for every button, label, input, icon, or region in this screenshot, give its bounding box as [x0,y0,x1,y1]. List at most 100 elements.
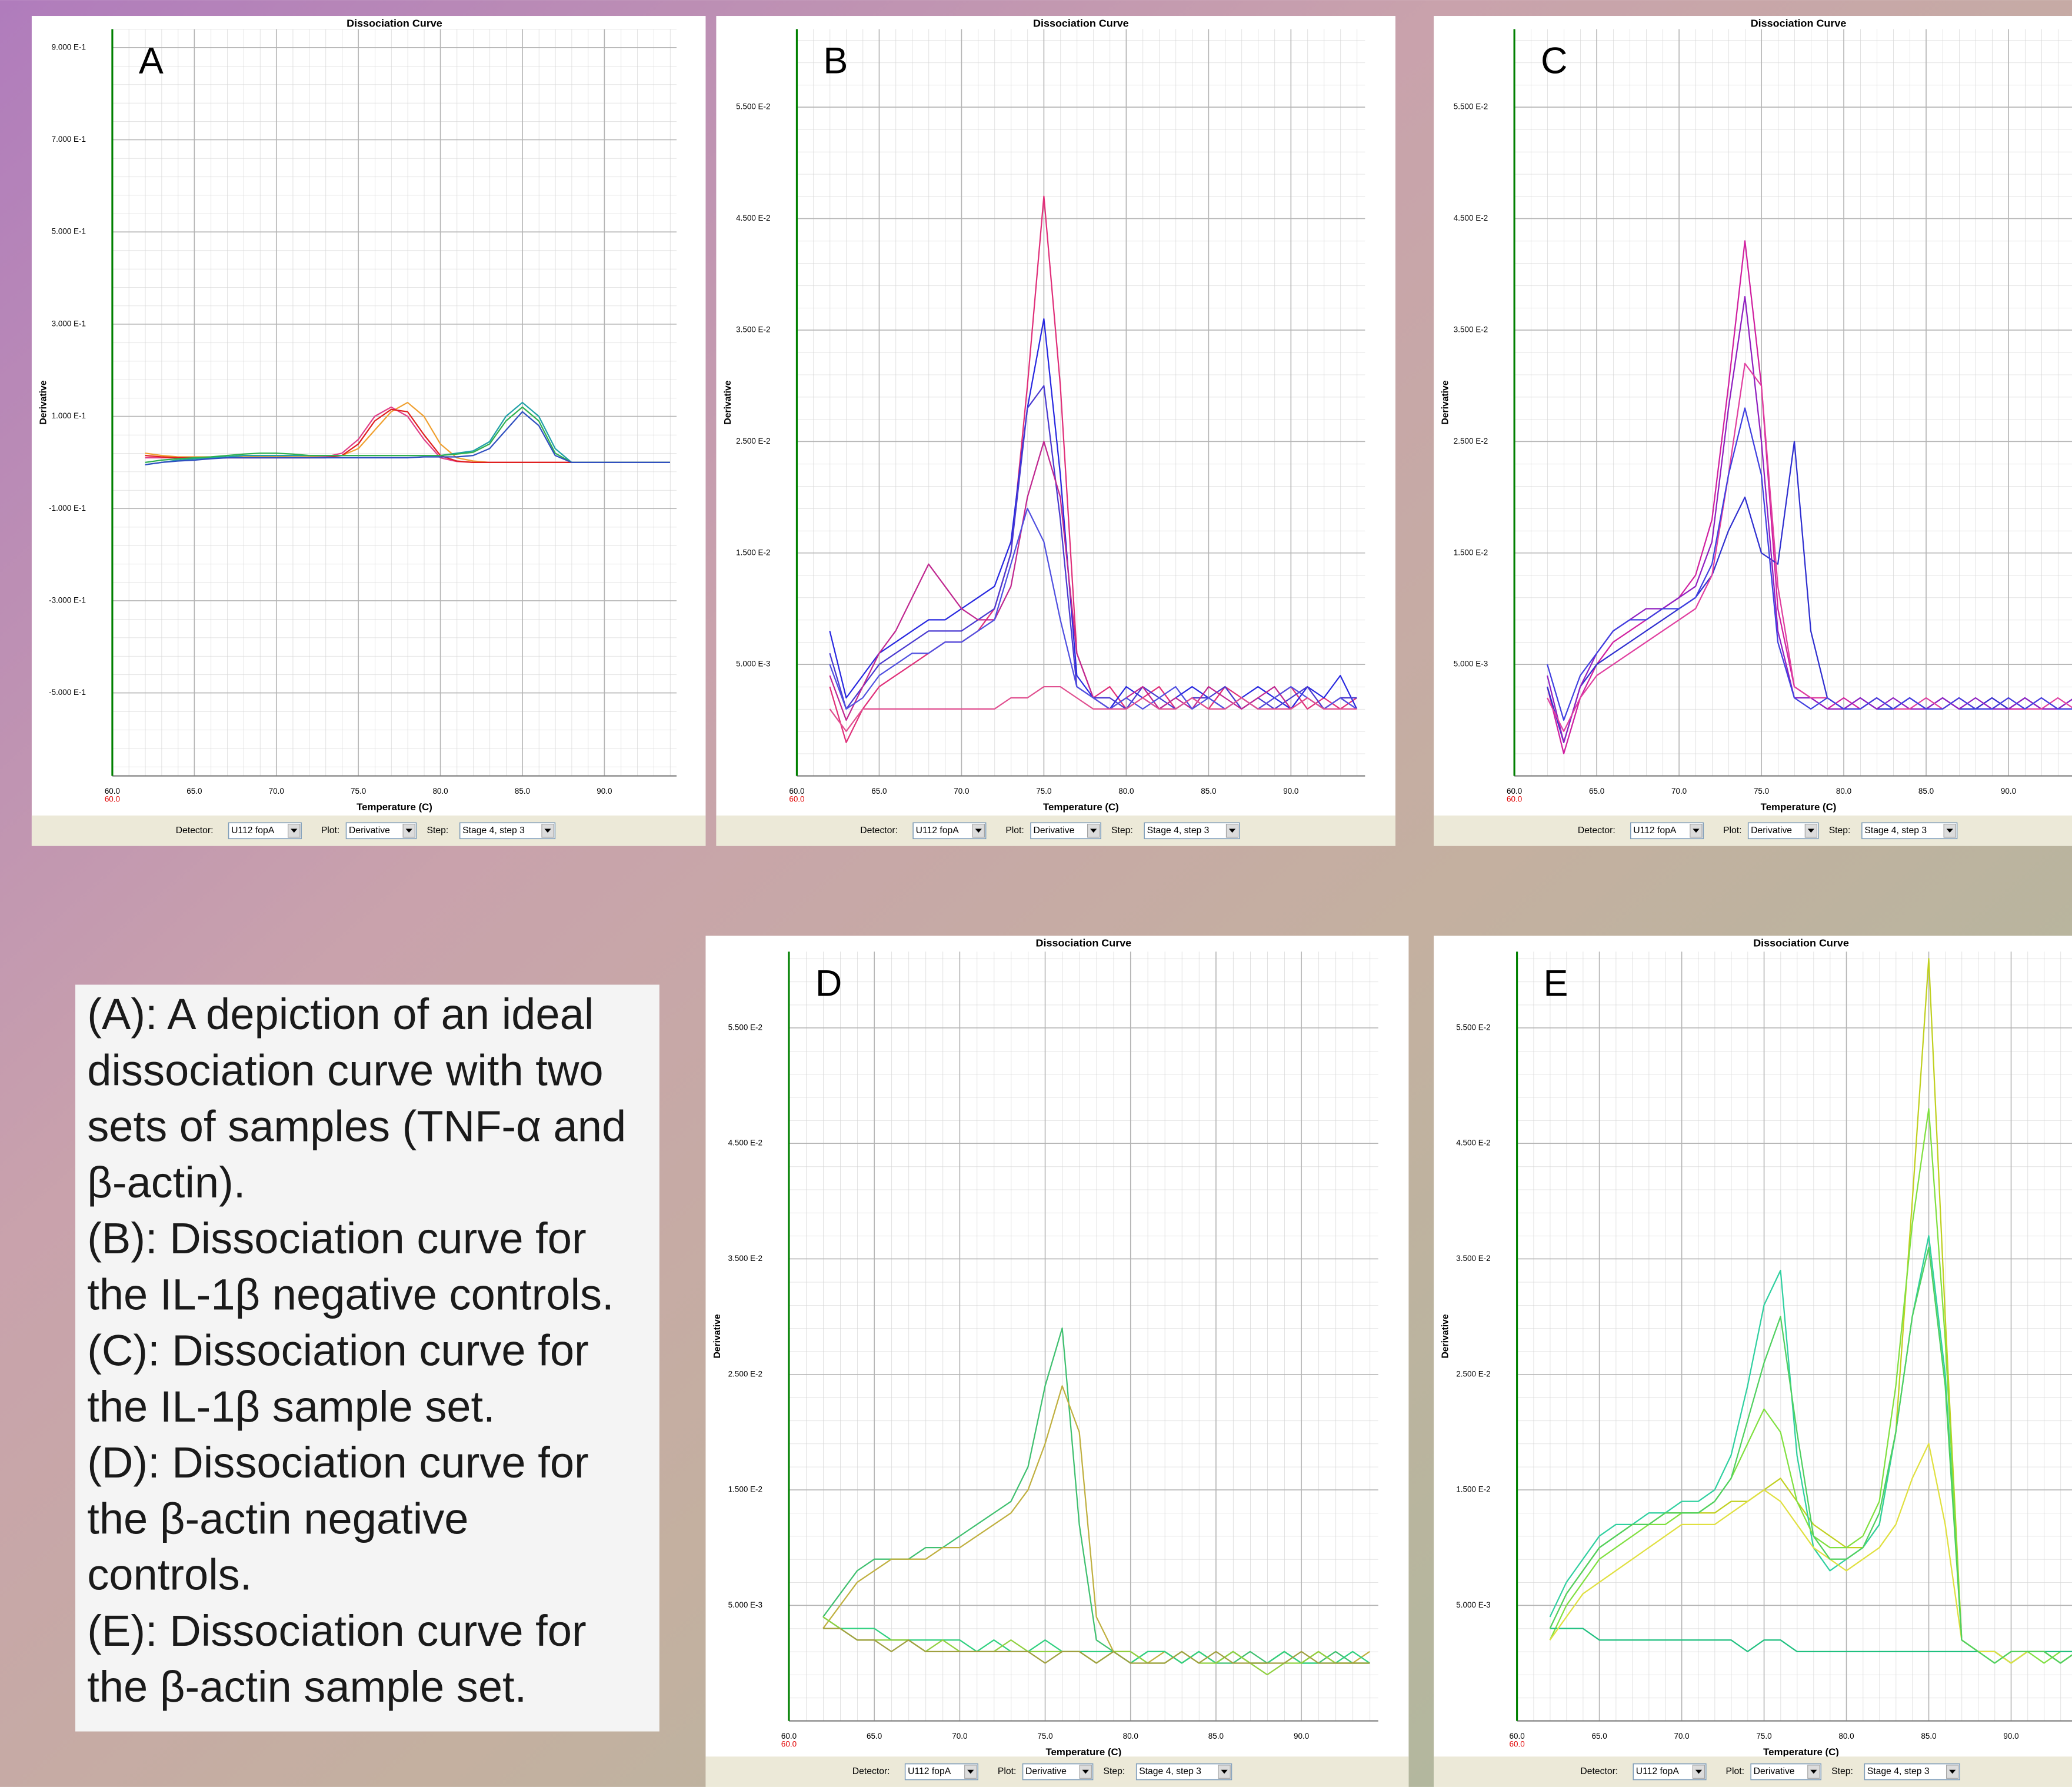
chart-title: Dissociation Curve [1753,937,1849,949]
caption-line: (D): Dissociation curve for [87,1438,588,1487]
dropdown-arrow[interactable] [1949,1769,1956,1774]
dropdown-arrow[interactable] [1090,828,1097,833]
caption-line: (A): A depiction of an ideal [87,990,594,1039]
caption-line: the β-actin sample set. [87,1662,527,1711]
x-tick-label: 60.0 [105,787,120,796]
dropdown[interactable]: U112 fopA [1633,1763,1707,1781]
y-tick-label: 1.500 E-2 [736,548,770,557]
x-tick-label: 80.0 [432,787,448,796]
curve [829,507,1357,710]
dropdown-value[interactable]: Derivative [349,826,390,836]
x-tick-label: 85.0 [1918,787,1934,796]
dropdown[interactable]: Stage 4, step 3 [1144,822,1240,840]
dropdown[interactable]: Stage 4, step 3 [1135,1763,1232,1781]
curves [822,1327,1370,1676]
curve [145,411,670,465]
dropdown[interactable]: Stage 4, step 3 [1861,822,1958,840]
x-tick-label: 75.0 [1036,787,1051,796]
dropdown-value[interactable]: U112 fopA [916,826,960,836]
dropdown[interactable]: U112 fopA [228,822,302,840]
dropdown-box[interactable] [459,822,556,840]
dropdown-value[interactable]: Stage 4, step 3 [1864,826,1927,836]
dropdown[interactable]: Derivative [345,822,417,840]
x-tick-label: 70.0 [269,787,284,796]
y-tick-label: 7.000 E-1 [52,135,86,144]
curve [1547,441,2072,743]
x-tick-label: 70.0 [1674,1732,1689,1741]
dropdown[interactable]: Derivative [1747,822,1819,840]
dropdown-box[interactable] [1144,822,1240,840]
plot-label: Plot: [1723,826,1741,836]
y-tick-label: 4.500 E-2 [1456,1139,1490,1147]
dropdown[interactable]: Stage 4, step 3 [459,822,556,840]
dropdown-arrow[interactable] [1946,828,1953,833]
detector-label: Detector: [1580,1766,1618,1776]
dropdown-arrow[interactable] [1221,1769,1228,1774]
curves [145,401,670,465]
dropdown-box[interactable] [1861,822,1958,840]
dropdown-arrow[interactable] [1228,828,1236,833]
x-tick-label: 75.0 [1754,787,1769,796]
chart-panel: 5.500 E-2 4.500 E-2 3.500 E-2 2.500 E-2 1.50… [1434,16,2072,846]
caption-line: controls. [87,1550,252,1599]
dropdown-value[interactable]: Derivative [1754,1766,1795,1776]
y-tick-label: 2.500 E-2 [728,1369,762,1378]
dropdown[interactable]: U112 fopA [1630,822,1704,840]
dropdown[interactable]: Derivative [1022,1763,1094,1781]
dropdown-value[interactable]: Stage 4, step 3 [462,826,525,836]
dropdown-box[interactable] [1135,1763,1232,1781]
x-tick-label: 75.0 [351,787,366,796]
dropdown-value[interactable]: U112 fopA [1636,1766,1680,1776]
dropdown-arrow[interactable] [975,828,982,833]
dropdown[interactable]: Derivative [1750,1763,1822,1781]
y-tick-label: -1.000 E-1 [49,504,86,513]
curve [1549,1246,2072,1664]
dropdown-value[interactable]: U112 fopA [908,1766,951,1776]
caption-line: the IL-1β sample set. [87,1382,495,1431]
dropdown-box[interactable] [1864,1763,1960,1781]
dropdown-value[interactable]: U112 fopA [1633,826,1677,836]
dropdown-arrow[interactable] [1810,1769,1817,1774]
dropdown-arrow[interactable] [544,828,551,833]
dropdown-arrow[interactable] [1693,828,1700,833]
plot-label: Plot: [321,826,339,836]
x-start-label: 60.0 [1509,1740,1524,1749]
y-tick-label: 5.000 E-3 [1456,1600,1490,1609]
dropdown-value[interactable]: Stage 4, step 3 [1139,1766,1201,1776]
dropdown-arrow[interactable] [1807,828,1814,833]
dropdown-arrow[interactable] [291,828,298,833]
dropdown-arrow[interactable] [1695,1769,1703,1774]
caption-line: β-actin). [87,1158,245,1207]
caption-line: (B): Dissociation curve for [87,1214,586,1263]
dropdown-arrow[interactable] [967,1769,974,1774]
dropdown-value[interactable]: Derivative [1751,826,1792,836]
y-tick-label: 2.500 E-2 [1454,437,1488,445]
dropdown-value[interactable]: Stage 4, step 3 [1867,1766,1930,1776]
x-tick-label: 85.0 [515,787,530,796]
y-tick-label: 5.500 E-2 [728,1023,762,1031]
y-axis-label: Derivative [712,1314,722,1358]
detector-label: Detector: [1578,826,1615,836]
dropdown-arrow[interactable] [405,828,412,833]
dropdown-arrow[interactable] [1082,1769,1089,1774]
x-tick-label: 80.0 [1123,1732,1138,1741]
curve [1547,407,2072,721]
chart-title: Dissociation Curve [1036,937,1132,949]
dropdown-value[interactable]: Derivative [1034,826,1075,836]
x-tick-label: 90.0 [597,787,612,796]
caption: (A): A depiction of an ideal dissociation… [87,990,626,1711]
x-tick-label: 65.0 [871,787,887,796]
dropdown-value[interactable]: U112 fopA [231,826,275,836]
detector-label: Detector: [176,826,214,836]
x-start-label: 60.0 [105,795,120,804]
dropdown[interactable]: U112 fopA [904,1763,978,1781]
x-tick-label: 60.0 [1507,787,1522,796]
dropdown[interactable]: U112 fopA [912,822,987,840]
x-tick-label: 70.0 [952,1732,967,1741]
dropdown-value[interactable]: Derivative [1025,1766,1067,1776]
dropdown[interactable]: Derivative [1030,822,1101,840]
dropdown[interactable]: Stage 4, step 3 [1864,1763,1960,1781]
curves [829,195,1358,743]
dropdown-value[interactable]: Stage 4, step 3 [1147,826,1210,836]
